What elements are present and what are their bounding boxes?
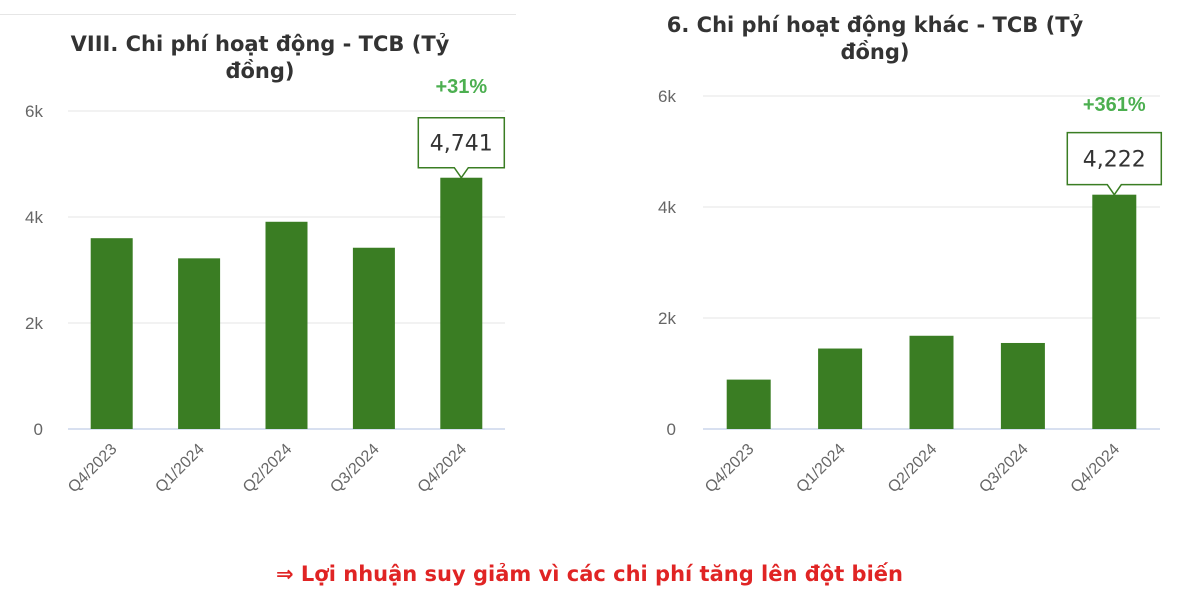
growth-percent-label: +361%: [1083, 94, 1146, 116]
y-tick-label: 4k: [25, 208, 43, 227]
chart-2-other-operating-expenses: 0 2k 4k 6k Q4/2023 Q1/2024 Q2/2024 Q3/2024 Q4/20…: [658, 87, 1163, 496]
bar[interactable]: [726, 379, 771, 429]
bar[interactable]: [909, 335, 954, 429]
x-tick-label: Q3/2024: [976, 441, 1031, 496]
y-tick-label: 0: [34, 420, 43, 439]
value-callout-box: [1066, 131, 1163, 196]
value-callout-box: [417, 116, 506, 180]
value-callout-label: 4,741: [430, 132, 493, 157]
y-tick-label: 0: [667, 420, 676, 439]
y-tick-label: 6k: [25, 102, 43, 121]
chart-2-title: 6. Chi phí hoạt động khác - TCB (Tỷ đồng…: [666, 13, 1084, 64]
x-tick-label: Q2/2024: [885, 441, 940, 496]
bar[interactable]: [1000, 342, 1045, 429]
chart-1-title: VIII. Chi phí hoạt động - TCB (Tỷ đồng): [70, 32, 450, 83]
value-callout-label: 4,222: [1083, 148, 1146, 173]
bar[interactable]: [352, 247, 395, 429]
top-divider: [0, 14, 516, 15]
x-tick-label: Q4/2023: [702, 441, 757, 496]
y-tick-label: 4k: [658, 198, 676, 217]
growth-percent-label: +31%: [435, 76, 487, 98]
bar[interactable]: [440, 177, 483, 429]
y-tick-label: 2k: [25, 314, 43, 333]
y-tick-label: 6k: [658, 87, 676, 106]
bar[interactable]: [90, 238, 133, 429]
x-tick-label: Q4/2024: [1068, 441, 1123, 496]
bar[interactable]: [178, 258, 221, 429]
bar[interactable]: [265, 221, 308, 429]
x-tick-label: Q1/2024: [793, 441, 848, 496]
conclusion-text: ⇒ Lợi nhuận suy giảm vì các chi phí tăng…: [276, 562, 903, 586]
y-tick-label: 2k: [658, 309, 676, 328]
bar[interactable]: [1092, 194, 1137, 429]
bar[interactable]: [818, 348, 863, 429]
